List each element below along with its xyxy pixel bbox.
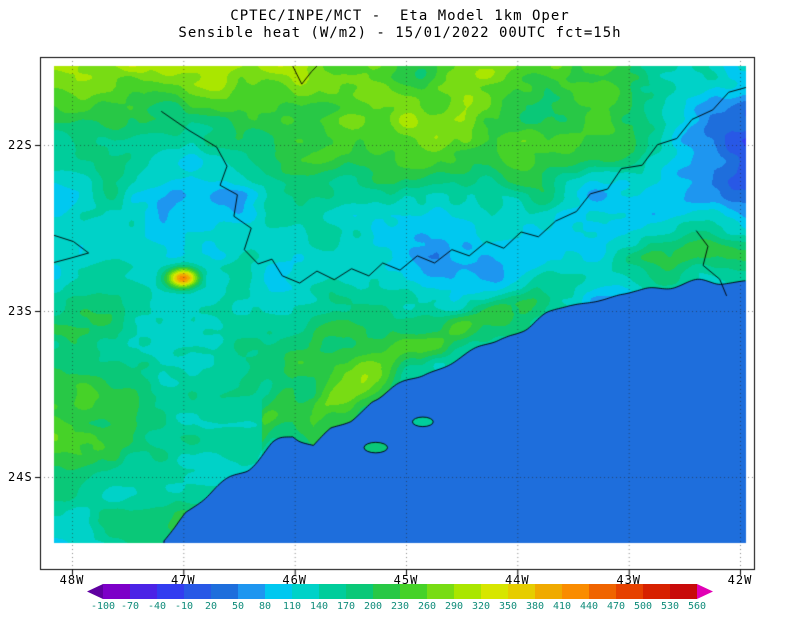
colorbar-segment	[373, 584, 400, 599]
colorbar-tick-label: 20	[204, 601, 218, 612]
colorbar-tick-label: 200	[363, 601, 383, 612]
colorbar-arrow-right	[697, 584, 713, 599]
colorbar-tick-label: 170	[336, 601, 356, 612]
colorbar-segment	[319, 584, 346, 599]
x-tick-label: 42W	[727, 573, 753, 587]
colorbar-tick-label: 440	[579, 601, 599, 612]
x-tick-label: 43W	[616, 573, 642, 587]
colorbar-segment	[157, 584, 184, 599]
colorbar-segment	[238, 584, 265, 599]
colorbar-segment	[427, 584, 454, 599]
x-tick-label: 47W	[170, 573, 196, 587]
colorbar-segment	[535, 584, 562, 599]
chart-title-line2: Sensible heat (W/m2) - 15/01/2022 00UTC …	[178, 25, 622, 41]
colorbar-segment	[292, 584, 319, 599]
colorbar-tick-label: 410	[552, 601, 572, 612]
colorbar-tick-label: 140	[309, 601, 329, 612]
colorbar-segment	[130, 584, 157, 599]
y-tick-label: 22S	[8, 138, 33, 152]
colorbar-tick-label: -40	[147, 601, 167, 612]
colorbar-tick-label: 470	[606, 601, 626, 612]
x-tick-label: 46W	[282, 573, 308, 587]
colorbar-segment	[643, 584, 670, 599]
colorbar-tick-label: 350	[498, 601, 518, 612]
x-tick-label: 45W	[393, 573, 419, 587]
colorbar-segment	[481, 584, 508, 599]
chart-title-line1: CPTEC/INPE/MCT - Eta Model 1km Oper	[230, 8, 570, 24]
y-tick-label: 23S	[8, 304, 33, 318]
colorbar-tick-label: 560	[687, 601, 707, 612]
colorbar-segment	[184, 584, 211, 599]
colorbar-segment	[265, 584, 292, 599]
x-tick-label: 48W	[59, 573, 85, 587]
y-tick-label: 24S	[8, 470, 33, 484]
colorbar-segment	[508, 584, 535, 599]
colorbar-segment	[562, 584, 589, 599]
colorbar-tick-label: 230	[390, 601, 410, 612]
colorbar-segment	[589, 584, 616, 599]
colorbar-tick-label: 110	[282, 601, 302, 612]
x-tick-label: 44W	[504, 573, 530, 587]
colorbar-segment	[454, 584, 481, 599]
colorbar-tick-label: -100	[90, 601, 116, 612]
colorbar-tick-label: 380	[525, 601, 545, 612]
colorbar-segment	[346, 584, 373, 599]
colorbar-segment	[211, 584, 238, 599]
colorbar-tick-label: -70	[120, 601, 140, 612]
colorbar-segment	[670, 584, 697, 599]
colorbar-segment	[616, 584, 643, 599]
colorbar-tick-label: 500	[633, 601, 653, 612]
colorbar-segment	[103, 584, 130, 599]
colorbar-legend: -100 -70 -40 -10 20 50 80 110 140 170 200 230 260 290…	[87, 584, 713, 612]
colorbar-tick-label: 260	[417, 601, 437, 612]
colorbar-tick-label: 80	[258, 601, 272, 612]
colorbar-segment	[400, 584, 427, 599]
colorbar-tick-label: -10	[174, 601, 194, 612]
colorbar-tick-label: 530	[660, 601, 680, 612]
colorbar-arrow-left	[87, 584, 103, 599]
colorbar-tick-label: 50	[231, 601, 245, 612]
colorbar-tick-label: 320	[471, 601, 491, 612]
colorbar-tick-label: 290	[444, 601, 464, 612]
